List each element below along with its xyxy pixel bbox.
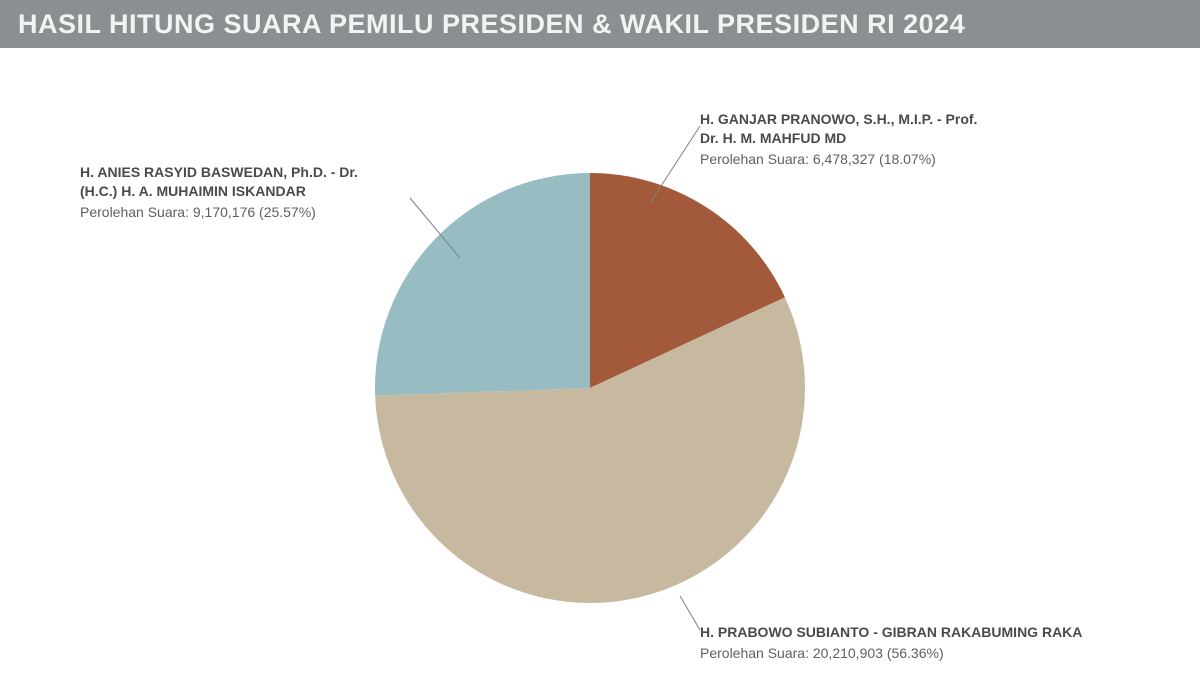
label-ganjar-line1: H. GANJAR PRANOWO, S.H., M.I.P. - Prof. — [700, 111, 977, 127]
label-anies-line1: H. ANIES RASYID BASWEDAN, Ph.D. - Dr. — [80, 164, 358, 180]
label-ganjar: H. GANJAR PRANOWO, S.H., M.I.P. - Prof. … — [700, 110, 1060, 169]
label-anies-votes: Perolehan Suara: 9,170,176 (25.57%) — [80, 203, 410, 222]
pie-svg — [375, 173, 805, 603]
page-title: HASIL HITUNG SUARA PEMILU PRESIDEN & WAK… — [18, 9, 965, 39]
label-prabowo-votes: Perolehan Suara: 20,210,903 (56.36%) — [700, 644, 1180, 663]
label-prabowo: H. PRABOWO SUBIANTO - GIBRAN RAKABUMING … — [700, 623, 1180, 663]
title-bar: HASIL HITUNG SUARA PEMILU PRESIDEN & WAK… — [0, 0, 1200, 48]
label-anies: H. ANIES RASYID BASWEDAN, Ph.D. - Dr. (H… — [80, 163, 410, 222]
label-prabowo-line1: H. PRABOWO SUBIANTO - GIBRAN RAKABUMING … — [700, 624, 1082, 640]
label-ganjar-votes: Perolehan Suara: 6,478,327 (18.07%) — [700, 150, 1060, 169]
chart-area: H. GANJAR PRANOWO, S.H., M.I.P. - Prof. … — [0, 48, 1200, 668]
label-ganjar-line2: Dr. H. M. MAHFUD MD — [700, 129, 1060, 148]
label-anies-line2: (H.C.) H. A. MUHAIMIN ISKANDAR — [80, 182, 410, 201]
pie-chart — [375, 173, 805, 603]
